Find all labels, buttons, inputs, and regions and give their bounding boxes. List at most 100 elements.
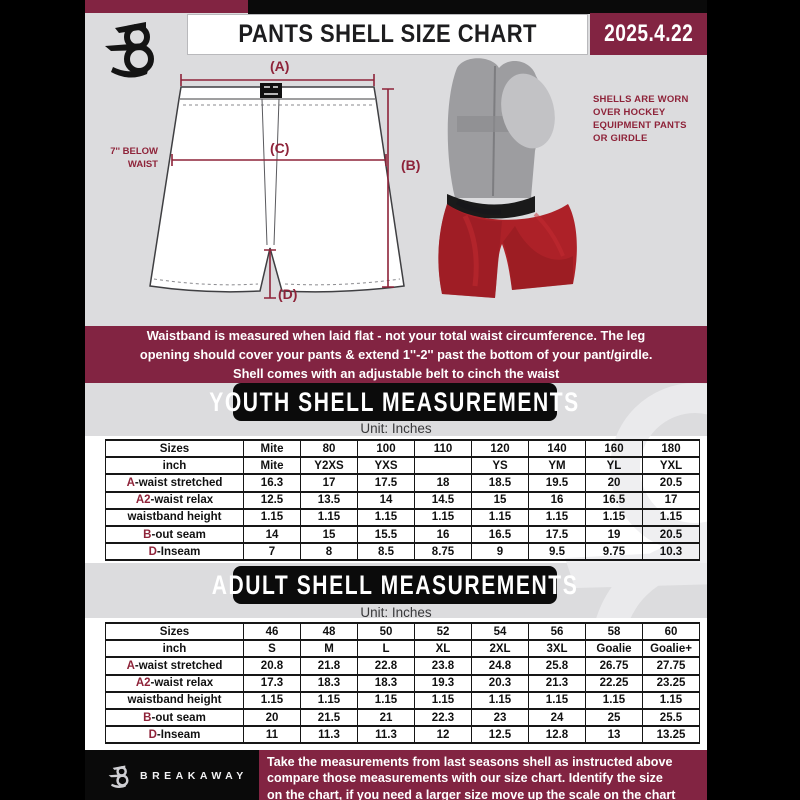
cell-value: 20.5: [642, 524, 700, 544]
cell-value: 25.5: [642, 707, 700, 727]
cell-value: 54: [471, 621, 529, 641]
cell-value: 18: [414, 473, 472, 492]
table-row: A-waist stretched 16.3 17 17.5 18 18.5 19.5 20 2…: [105, 473, 700, 492]
cell-value: 19: [585, 524, 643, 544]
table-row: A2-waist relax 12.5 13.5 14 14.5 15 16 16.5 17: [105, 490, 700, 509]
cell-value: 1.15: [528, 690, 586, 709]
row-label: A-waist stretched: [105, 473, 244, 492]
row-label: A2-waist relax: [105, 673, 244, 692]
title-box: PANTS SHELL SIZE CHART: [187, 14, 588, 55]
cell-value: 17: [642, 490, 700, 509]
cell-value: 16.3: [243, 473, 301, 492]
cell-value: 12.8: [528, 725, 586, 745]
cell-value: 1.15: [585, 690, 643, 709]
cell-value: 20.8: [243, 656, 301, 675]
cell-value: 120: [471, 438, 529, 458]
cell-value: [414, 456, 472, 475]
adult-size-table: Sizes 46 48 50 52 54 56 58 60 inch S M L XL 2XL 3XL Goal…: [105, 621, 700, 745]
row-label: waistband height: [105, 507, 244, 526]
cell-value: 180: [642, 438, 700, 458]
cell-value: 23.8: [414, 656, 472, 675]
breakaway-logo-icon: [101, 16, 165, 80]
cell-value: YM: [528, 456, 586, 475]
table-row: inch Mite Y2XS YXS YS YM YL YXL: [105, 456, 700, 475]
cell-value: 24: [528, 707, 586, 727]
cell-value: 58: [585, 621, 643, 641]
cell-value: 14.5: [414, 490, 472, 509]
label-a: (A): [270, 58, 289, 74]
shell-belt: [455, 199, 502, 215]
cell-value: Y2XS: [300, 456, 358, 475]
row-label: Sizes: [105, 621, 244, 641]
cell-value: 1.15: [642, 690, 700, 709]
cell-value: 21: [357, 707, 415, 727]
cell-value: YXS: [357, 456, 415, 475]
youth-size-table: Sizes Mite 80 100 110 120 140 160 180 inch Mite Y2X…: [105, 438, 700, 562]
table-row: A-waist stretched 20.8 21.8 22.8 23.8 24.8 25.…: [105, 656, 700, 675]
cell-value: 20: [585, 473, 643, 492]
row-label: D-Inseam: [105, 542, 244, 562]
waist-note-line2: WAIST: [128, 159, 158, 170]
cell-value: 15.5: [357, 524, 415, 544]
cell-value: 15: [300, 524, 358, 544]
cell-value: 17: [300, 473, 358, 492]
cell-value: Goalie+: [642, 639, 700, 658]
measure-line-c: [171, 154, 387, 166]
cell-value: 9.75: [585, 542, 643, 562]
table-row: D-Inseam 7 8 8.5 8.75 9 9.5 9.75 10.3: [105, 542, 700, 562]
cell-value: 11: [243, 725, 301, 745]
cell-value: 13.5: [300, 490, 358, 509]
cell-value: 12.5: [243, 490, 301, 509]
label-d: (D): [278, 286, 297, 302]
cell-value: 16: [414, 524, 472, 544]
cell-value: 7: [243, 542, 301, 562]
cell-value: 15: [471, 490, 529, 509]
cell-value: 1.15: [357, 690, 415, 709]
cell-value: 17.5: [528, 524, 586, 544]
cell-value: 17.5: [357, 473, 415, 492]
cell-value: 1.15: [585, 507, 643, 526]
cell-value: 12: [414, 725, 472, 745]
cell-value: 3XL: [528, 639, 586, 658]
cell-value: 21.8: [300, 656, 358, 675]
cell-value: 23.25: [642, 673, 700, 692]
table-row: waistband height 1.15 1.15 1.15 1.15 1.15 1.15…: [105, 690, 700, 709]
cell-value: 24.8: [471, 656, 529, 675]
table-row: Sizes Mite 80 100 110 120 140 160 180: [105, 438, 700, 458]
table-row: waistband height 1.15 1.15 1.15 1.15 1.15 1.15…: [105, 507, 700, 526]
cell-value: L: [357, 639, 415, 658]
cell-value: 10.3: [642, 542, 700, 562]
notice-line: Shell comes with an adjustable belt to c…: [232, 366, 560, 381]
cell-value: 25.8: [528, 656, 586, 675]
cell-value: S: [243, 639, 301, 658]
notice-line: Waistband is measured when laid flat - n…: [146, 328, 646, 343]
cell-value: 56: [528, 621, 586, 641]
cell-value: 1.15: [300, 507, 358, 526]
cell-value: 50: [357, 621, 415, 641]
cell-value: 14: [243, 524, 301, 544]
cell-value: M: [300, 639, 358, 658]
cell-value: 8.5: [357, 542, 415, 562]
measure-line-a: [180, 74, 375, 86]
label-b: (B): [401, 157, 420, 173]
cell-value: 16: [528, 490, 586, 509]
measure-line-d: [264, 249, 276, 299]
table-row: inch S M L XL 2XL 3XL Goalie Goalie+: [105, 639, 700, 658]
cell-value: 1.15: [414, 690, 472, 709]
header-bar: [248, 0, 707, 14]
shells-note: SHELLS ARE WORN OVER HOCKEY EQUIPMENT PA…: [593, 94, 689, 144]
cell-value: 80: [300, 438, 358, 458]
cell-value: 100: [357, 438, 415, 458]
measure-line-b: [382, 88, 394, 288]
notice-line: opening should cover your pants & extend…: [139, 347, 653, 362]
cell-value: 19.5: [528, 473, 586, 492]
cell-value: 1.15: [243, 507, 301, 526]
row-label: Sizes: [105, 438, 244, 458]
footer-brand-name: BREAKAWAY: [140, 770, 248, 782]
cell-value: 9.5: [528, 542, 586, 562]
cell-value: 11.3: [357, 725, 415, 745]
cell-value: 1.15: [528, 507, 586, 526]
table-row: D-Inseam 11 11.3 11.3 12 12.5 12.8 13 13.25: [105, 725, 700, 745]
row-label: B-out seam: [105, 524, 244, 544]
footer-breakaway-logo-icon: [107, 759, 133, 793]
